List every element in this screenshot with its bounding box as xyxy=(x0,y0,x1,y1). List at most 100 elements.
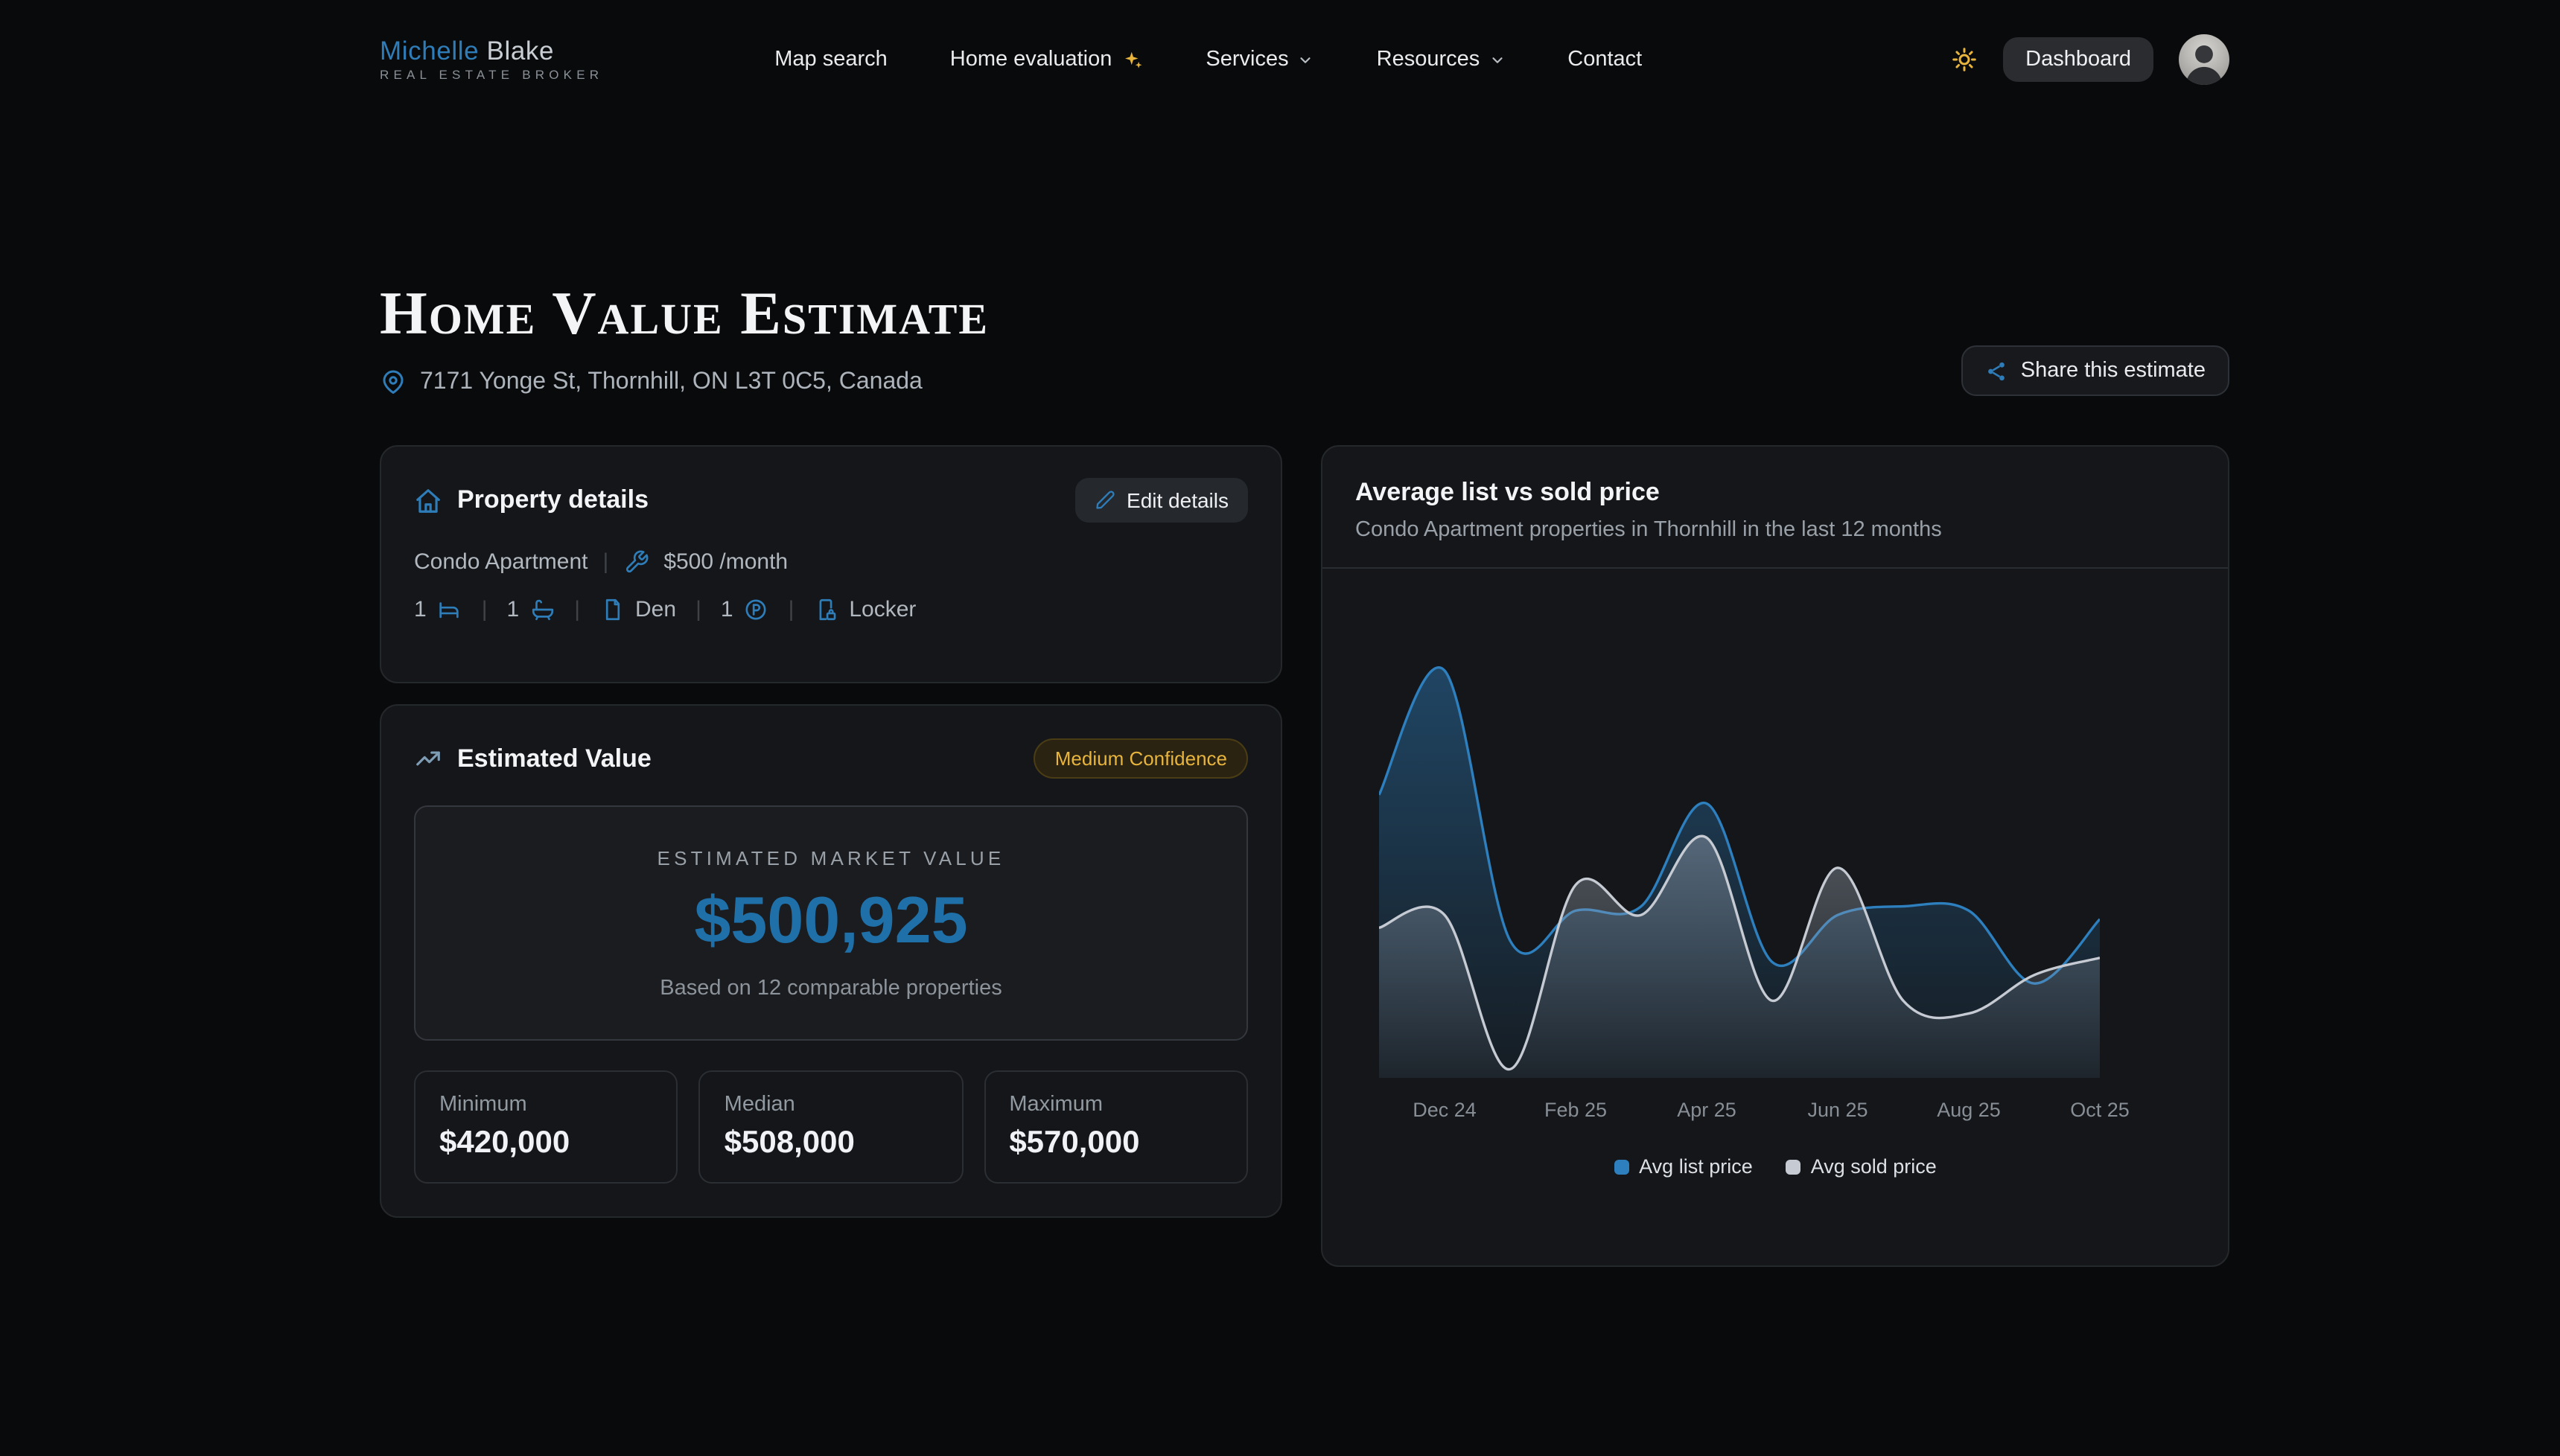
beds: 1 xyxy=(414,597,462,622)
x-axis-tick: Feb 25 xyxy=(1544,1099,1608,1121)
brand-first-name: Michelle xyxy=(380,35,480,66)
stat-value: $570,000 xyxy=(1009,1125,1140,1160)
separator: | xyxy=(602,549,609,575)
nav-label: Services xyxy=(1206,48,1289,71)
location-pin-icon xyxy=(383,370,404,394)
main-nav: Map search Home evaluation Services Reso… xyxy=(774,48,1642,71)
x-axis-tick: Oct 25 xyxy=(2070,1099,2130,1121)
market-value-label: ESTIMATED MARKET VALUE xyxy=(657,847,1005,869)
separator: | xyxy=(574,597,580,622)
page-title: Home Value Estimate xyxy=(380,278,990,347)
x-axis-tick: Aug 25 xyxy=(1937,1099,2001,1121)
sold-price-area xyxy=(1379,836,2100,1078)
list-price-swatch xyxy=(1614,1159,1629,1174)
edit-details-button[interactable]: Edit details xyxy=(1074,478,1248,523)
legend-item-sold-price[interactable]: Avg sold price xyxy=(1785,1155,1937,1178)
locker: Locker xyxy=(813,597,916,622)
nav-item-home-evaluation[interactable]: Home evaluation xyxy=(950,48,1144,71)
brand-tagline: REAL ESTATE BROKER xyxy=(380,67,604,83)
den-label: Den xyxy=(635,597,677,622)
confidence-badge: Medium Confidence xyxy=(1034,738,1248,779)
brand-last-name: Blake xyxy=(486,35,555,66)
bath-icon xyxy=(532,599,553,621)
legend-label: Avg list price xyxy=(1639,1155,1753,1178)
chart-plot-area[interactable]: Dec 24 Feb 25 Apr 25 Jun 25 Aug 25 Oct 25 xyxy=(1379,649,2130,1125)
nav-label: Resources xyxy=(1376,48,1480,71)
chevron-down-icon xyxy=(1301,57,1311,63)
beds-count: 1 xyxy=(414,597,427,622)
chart-legend: Avg list price Avg sold price xyxy=(1322,1155,2228,1178)
property-address: 7171 Yonge St, Thornhill, ON L3T 0C5, Ca… xyxy=(420,369,923,395)
edit-button-label: Edit details xyxy=(1127,488,1229,512)
share-button-label: Share this estimate xyxy=(2020,359,2206,383)
list-price-line xyxy=(1379,666,2100,985)
brand-logo[interactable]: Michelle Blake REAL ESTATE BROKER xyxy=(380,35,604,83)
nav-item-resources[interactable]: Resources xyxy=(1377,48,1506,71)
nav-item-map-search[interactable]: Map search xyxy=(774,48,888,71)
theme-toggle-sun-icon[interactable] xyxy=(1951,46,1978,73)
trending-up-icon xyxy=(416,751,440,766)
sold-price-swatch xyxy=(1785,1159,1800,1174)
amenities-row: 1 | 1 | xyxy=(414,597,1248,622)
user-avatar[interactable] xyxy=(2179,34,2229,85)
separator: | xyxy=(695,597,701,622)
bed-icon xyxy=(440,602,459,619)
market-value-panel: ESTIMATED MARKET VALUE $500,925 Based on… xyxy=(414,805,1248,1041)
sold-price-line xyxy=(1379,834,2100,1071)
locker-label: Locker xyxy=(849,597,917,622)
nav-item-services[interactable]: Services xyxy=(1206,48,1314,71)
wrench-icon xyxy=(625,550,648,573)
share-icon xyxy=(1987,361,2005,380)
chart-title: Average list vs sold price xyxy=(1355,478,1660,506)
nav-label: Map search xyxy=(774,48,888,71)
price-chart-card: Average list vs sold price Condo Apartme… xyxy=(1321,445,2229,1267)
stat-maximum: Maximum $570,000 xyxy=(984,1070,1248,1184)
person-photo xyxy=(2185,45,2223,85)
stat-value: $508,000 xyxy=(724,1125,855,1160)
stat-label: Median xyxy=(724,1093,795,1117)
dashboard-button[interactable]: Dashboard xyxy=(2003,37,2153,82)
baths: 1 xyxy=(507,597,555,622)
separator: | xyxy=(788,597,795,622)
chart-subtitle: Condo Apartment properties in Thornhill … xyxy=(1355,518,1942,542)
pencil-icon xyxy=(1095,491,1114,509)
maintenance-fee: $500 /month xyxy=(663,549,789,575)
x-axis-tick: Dec 24 xyxy=(1413,1099,1477,1121)
top-navigation-bar: Michelle Blake REAL ESTATE BROKER Map se… xyxy=(380,0,2229,119)
home-icon xyxy=(416,488,440,512)
den: Den xyxy=(599,597,676,622)
market-value-basis: Based on 12 comparable properties xyxy=(660,977,1002,1000)
stat-label: Minimum xyxy=(439,1093,527,1117)
x-axis-labels: Dec 24 Feb 25 Apr 25 Jun 25 Aug 25 Oct 25 xyxy=(1379,1099,2130,1125)
stat-minimum: Minimum $420,000 xyxy=(414,1070,678,1184)
estimate-stats-row: Minimum $420,000 Median $508,000 Maximum… xyxy=(414,1070,1248,1184)
property-card-title: Property details xyxy=(457,485,649,514)
legend-item-list-price[interactable]: Avg list price xyxy=(1614,1155,1753,1178)
stat-value: $420,000 xyxy=(439,1125,570,1160)
chevron-down-icon xyxy=(1491,57,1502,63)
legend-label: Avg sold price xyxy=(1810,1155,1937,1178)
sparkles-icon xyxy=(1124,51,1142,68)
property-details-card: Property details Edit details Condo Apar… xyxy=(380,445,1282,683)
share-estimate-button[interactable]: Share this estimate xyxy=(1961,345,2229,396)
x-axis-tick: Jun 25 xyxy=(1807,1099,1868,1121)
locker-icon xyxy=(819,598,836,621)
stat-label: Maximum xyxy=(1009,1093,1103,1117)
x-axis-tick: Apr 25 xyxy=(1677,1099,1736,1121)
estimated-value-card: Estimated Value Medium Confidence ESTIMA… xyxy=(380,704,1282,1218)
baths-count: 1 xyxy=(506,597,520,622)
stat-median: Median $508,000 xyxy=(698,1070,964,1184)
nav-label: Contact xyxy=(1567,48,1643,71)
market-value-amount: $500,925 xyxy=(694,884,968,957)
parking: 1 xyxy=(721,597,769,622)
property-type: Condo Apartment xyxy=(414,549,588,575)
parking-count: 1 xyxy=(720,597,733,622)
nav-item-contact[interactable]: Contact xyxy=(1567,48,1642,71)
separator: | xyxy=(481,597,488,622)
parking-icon xyxy=(746,599,767,620)
estimate-card-title: Estimated Value xyxy=(457,744,652,772)
nav-label: Home evaluation xyxy=(949,48,1112,71)
document-icon xyxy=(605,598,620,621)
area-chart xyxy=(1379,666,2100,1078)
